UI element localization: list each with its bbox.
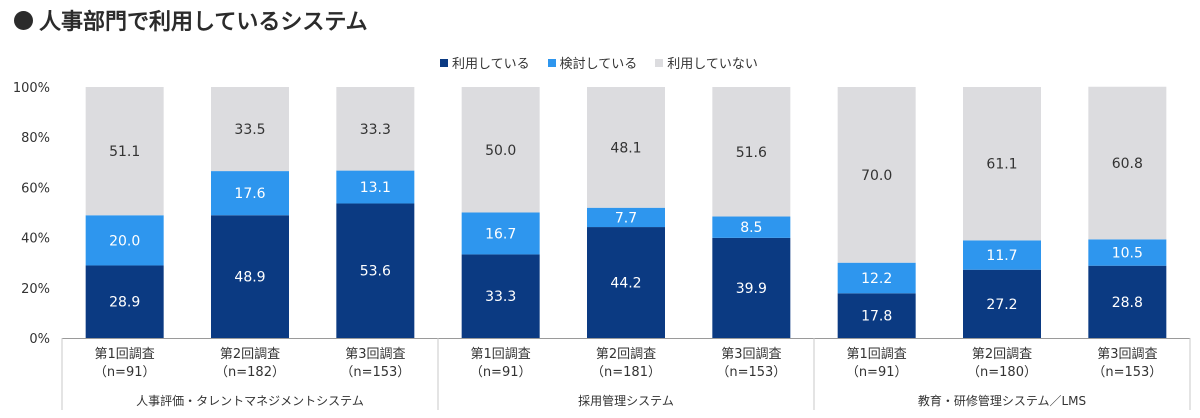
y-tick-label: 0% <box>29 332 50 347</box>
bar-segment <box>1088 265 1167 338</box>
y-tick-label: 100% <box>13 81 50 96</box>
category-sample-size: （n=91） <box>94 365 156 380</box>
legend-swatch-using <box>440 58 448 67</box>
bar-segment <box>211 215 289 338</box>
bar-segment <box>712 87 791 217</box>
bar-value-label: 7.7 <box>615 210 637 226</box>
bar-value-label: 10.5 <box>1112 246 1143 262</box>
bar-segment <box>336 170 415 204</box>
category-label: 第3回調査 <box>721 347 781 362</box>
bar-value-label: 33.5 <box>234 122 265 138</box>
category-sample-size: （n=153） <box>716 365 786 380</box>
bar-segment <box>1088 86 1167 240</box>
group-label: 教育・研修管理システム／LMS <box>918 393 1086 408</box>
bar-value-label: 33.3 <box>485 289 516 305</box>
category-label: 第2回調査 <box>972 347 1032 362</box>
bar-value-label: 60.8 <box>1112 156 1143 172</box>
bar-segment <box>461 87 540 213</box>
legend-label-not-using: 利用していない <box>667 57 758 72</box>
legend-swatch-considering <box>547 58 556 67</box>
bar-segment <box>461 254 540 338</box>
bar-segment <box>587 227 665 338</box>
bar-segment <box>461 212 540 255</box>
bar-value-label: 48.1 <box>610 140 641 156</box>
y-tick-label: 20% <box>21 282 50 297</box>
bar-segment <box>211 171 289 216</box>
bar-segment <box>587 87 665 208</box>
group-label: 人事評価・タレントマネジメントシステム <box>136 393 364 408</box>
bar-value-label: 12.2 <box>861 271 892 287</box>
y-tick-label: 80% <box>21 131 50 146</box>
bar-value-label: 51.1 <box>109 144 140 160</box>
category-label: 第3回調査 <box>345 347 405 362</box>
category-sample-size: （n=153） <box>340 365 410 380</box>
bar-value-label: 20.0 <box>109 233 140 249</box>
bar-value-label: 16.7 <box>485 226 516 242</box>
bar-segment <box>837 293 916 338</box>
bar-segment <box>1088 239 1167 266</box>
category-label: 第1回調査 <box>95 347 155 362</box>
bar-value-label: 13.1 <box>360 180 391 196</box>
bar-value-label: 51.6 <box>736 145 767 161</box>
category-label: 第3回調査 <box>1097 347 1157 362</box>
bar-segment <box>963 87 1041 241</box>
category-sample-size: （n=91） <box>470 365 532 380</box>
chart-title: 人事部門で利用しているシステム <box>14 4 368 36</box>
bar-value-label: 70.0 <box>861 168 892 184</box>
bullet-icon <box>14 10 33 30</box>
chart-title-text: 人事部門で利用しているシステム <box>39 10 368 35</box>
bar-segment <box>963 240 1041 270</box>
bar-value-label: 17.6 <box>234 186 265 202</box>
bar-value-label: 11.7 <box>986 248 1017 264</box>
category-sample-size: （n=182） <box>215 365 285 380</box>
bar-segment <box>85 265 164 338</box>
bar-value-label: 44.2 <box>610 276 641 292</box>
category-sample-size: （n=91） <box>846 365 908 380</box>
legend-swatch-not-using <box>655 58 664 67</box>
bar-value-label: 61.1 <box>986 157 1017 173</box>
bar-segment <box>211 87 289 172</box>
bar-segment <box>85 215 164 266</box>
bar-value-label: 17.8 <box>861 309 892 325</box>
bar-segment <box>336 203 415 338</box>
bar-value-label: 50.0 <box>485 143 516 159</box>
bar-segment <box>712 216 791 238</box>
bar-value-label: 28.8 <box>1112 295 1143 311</box>
bar-segment <box>963 269 1041 338</box>
category-label: 第1回調査 <box>847 347 907 362</box>
bar-value-label: 8.5 <box>740 220 762 236</box>
group-label: 採用管理システム <box>578 393 674 408</box>
y-tick-label: 40% <box>21 232 50 247</box>
chart-legend: 利用している 検討している 利用していない <box>440 53 758 72</box>
bar-segment <box>336 87 415 171</box>
bar-segment <box>587 207 665 228</box>
bar-segment <box>85 87 164 216</box>
legend-item-not-using: 利用していない <box>655 53 758 72</box>
bar-segment <box>837 87 916 263</box>
category-label: 第2回調査 <box>220 347 280 362</box>
bar-segment <box>837 262 916 294</box>
bar-value-label: 48.9 <box>234 270 265 286</box>
category-label: 第1回調査 <box>471 347 531 362</box>
legend-label-using: 利用している <box>452 57 530 72</box>
bar-value-label: 39.9 <box>736 281 767 297</box>
bar-value-label: 53.6 <box>360 264 391 280</box>
legend-item-considering: 検討している <box>547 53 638 72</box>
category-sample-size: （n=153） <box>1092 365 1162 380</box>
category-sample-size: （n=180） <box>967 365 1037 380</box>
bar-value-label: 27.2 <box>986 297 1017 313</box>
y-tick-label: 60% <box>21 181 50 196</box>
legend-label-considering: 検討している <box>559 57 638 72</box>
legend-item-using: 利用している <box>440 53 530 72</box>
category-label: 第2回調査 <box>596 347 656 362</box>
bar-value-label: 28.9 <box>109 295 140 311</box>
bar-value-label: 33.3 <box>360 122 391 138</box>
category-sample-size: （n=181） <box>591 365 661 380</box>
bar-segment <box>712 237 791 338</box>
